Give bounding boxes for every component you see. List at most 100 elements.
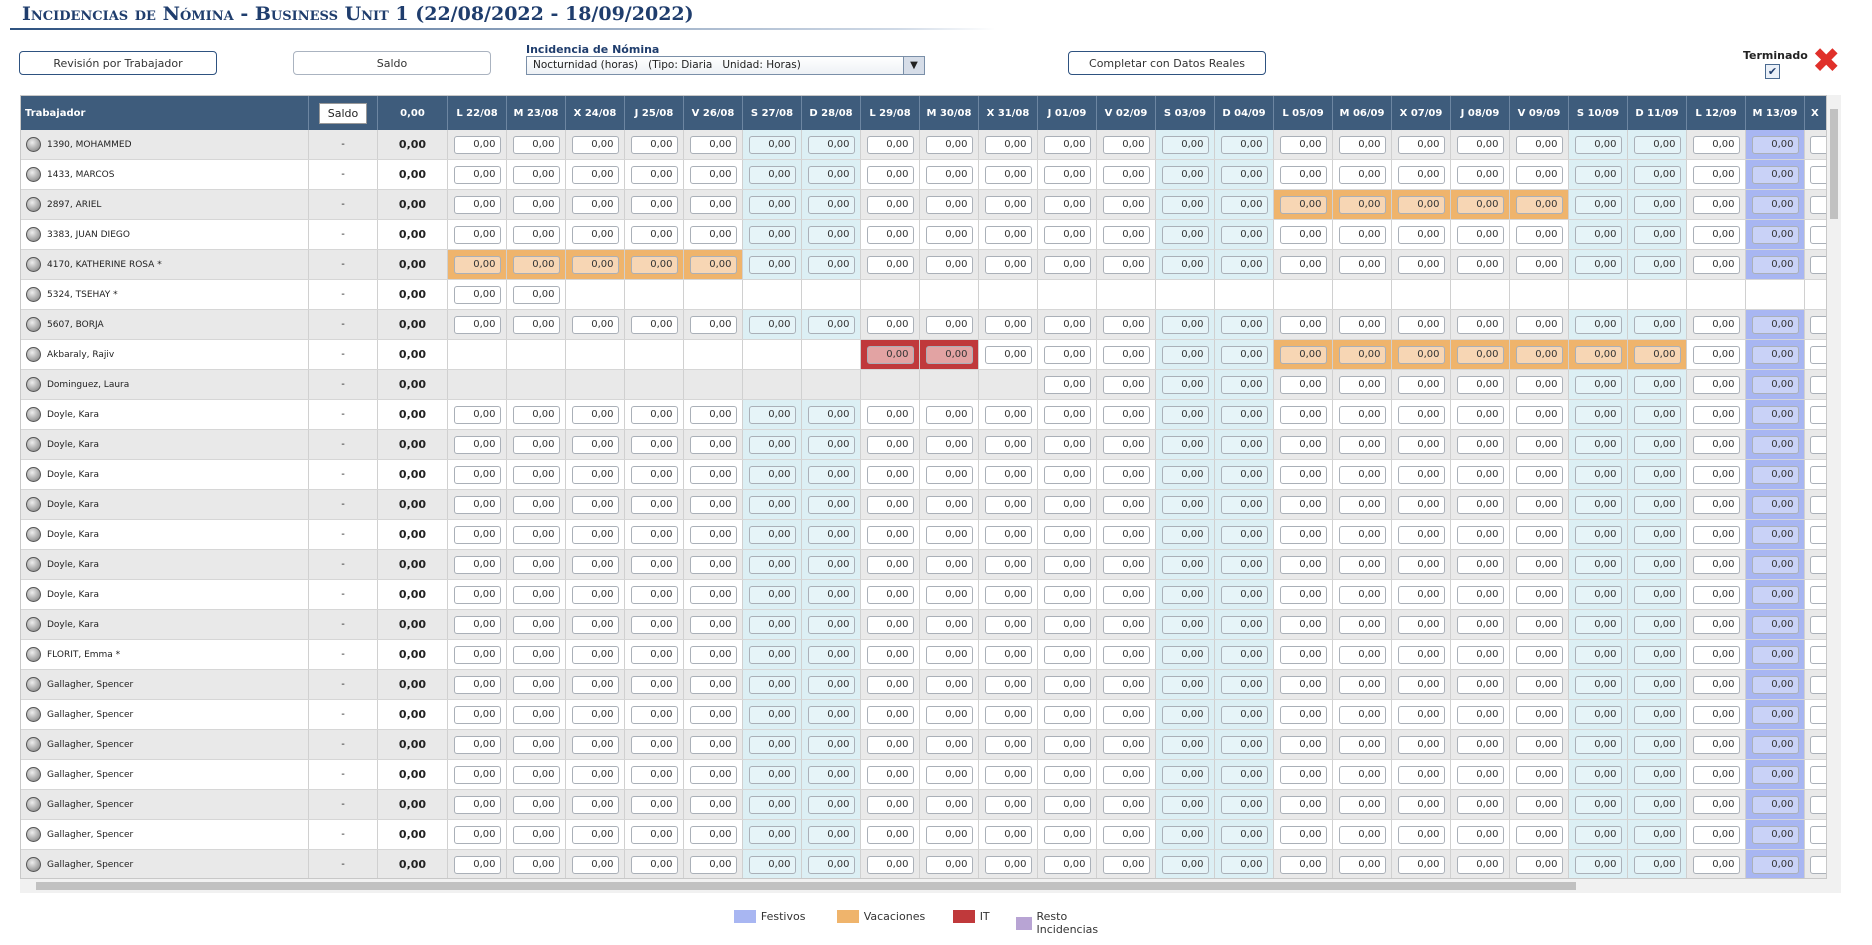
value-input[interactable]: 0,00 <box>925 705 973 724</box>
value-input[interactable]: 0,00 <box>1751 555 1799 574</box>
info-icon[interactable] <box>26 347 41 362</box>
value-input[interactable]: 0,00 <box>571 585 619 604</box>
value-input[interactable]: 0,00 <box>453 195 501 214</box>
value-input[interactable]: 0,00 <box>748 825 796 844</box>
value-input[interactable]: 0,00 <box>1515 855 1563 874</box>
value-input[interactable]: 0,00 <box>1692 585 1740 604</box>
value-input[interactable]: 0,00 <box>1338 495 1386 514</box>
value-input[interactable]: 0,00 <box>1102 465 1150 484</box>
value-input[interactable]: 0,00 <box>807 675 855 694</box>
value-input[interactable]: 0,00 <box>1043 225 1091 244</box>
value-input[interactable]: 0,00 <box>1161 555 1209 574</box>
value-input[interactable]: 0,00 <box>453 615 501 634</box>
value-input[interactable]: 0,00 <box>1633 345 1681 364</box>
value-input[interactable]: 0,00 <box>866 465 914 484</box>
value-input[interactable]: 0,00 <box>748 135 796 154</box>
value-input[interactable]: 0,00 <box>866 765 914 784</box>
value-input[interactable]: 0,00 <box>1633 315 1681 334</box>
value-input[interactable]: 0,00 <box>1102 225 1150 244</box>
value-input[interactable]: 0,00 <box>689 255 737 274</box>
value-input[interactable]: 0,00 <box>807 435 855 454</box>
value-input[interactable]: 0,00 <box>748 555 796 574</box>
value-input[interactable]: 0,00 <box>1515 255 1563 274</box>
value-input[interactable]: 0,00 <box>453 405 501 424</box>
value-input[interactable]: 0,00 <box>1574 675 1622 694</box>
info-icon[interactable] <box>26 737 41 752</box>
value-input[interactable]: 0,00 <box>1574 135 1622 154</box>
value-input[interactable]: 0,00 <box>1456 525 1504 544</box>
value-input[interactable]: 0,00 <box>1456 555 1504 574</box>
value-input[interactable]: 0,00 <box>1279 435 1327 454</box>
value-input[interactable]: 0,00 <box>689 225 737 244</box>
value-input[interactable]: 0,00 <box>1161 525 1209 544</box>
info-icon[interactable] <box>26 497 41 512</box>
value-input[interactable]: 0,00 <box>1751 195 1799 214</box>
value-input[interactable]: 0,00 <box>1633 615 1681 634</box>
value-input[interactable]: 0,00 <box>512 765 560 784</box>
value-input[interactable]: 0,00 <box>1633 375 1681 394</box>
value-input[interactable]: 0,00 <box>512 795 560 814</box>
value-input[interactable]: 0,00 <box>1397 795 1445 814</box>
value-input[interactable]: 0,00 <box>1279 645 1327 664</box>
value-input[interactable]: 0,00 <box>689 705 737 724</box>
value-input[interactable]: 0,00 <box>1574 255 1622 274</box>
value-input[interactable]: 0,00 <box>1397 315 1445 334</box>
value-input[interactable]: 0,00 <box>1220 705 1268 724</box>
value-input[interactable]: 0,00 <box>1456 435 1504 454</box>
value-input[interactable]: 0,00 <box>1692 495 1740 514</box>
value-input[interactable]: 0,00 <box>1456 315 1504 334</box>
value-input[interactable]: 0,00 <box>1574 495 1622 514</box>
value-input[interactable]: 0,00 <box>1397 465 1445 484</box>
value-input[interactable]: 0,00 <box>1102 495 1150 514</box>
value-input[interactable]: 0,00 <box>1456 765 1504 784</box>
value-input[interactable]: 0,00 <box>1338 315 1386 334</box>
value-input[interactable]: 0,00 <box>512 855 560 874</box>
value-input[interactable]: 0,00 <box>1220 795 1268 814</box>
value-input[interactable]: 0,00 <box>1220 135 1268 154</box>
value-input[interactable]: 0,00 <box>1574 555 1622 574</box>
value-input[interactable]: 0,00 <box>1574 825 1622 844</box>
value-input[interactable]: 0,00 <box>866 675 914 694</box>
value-input[interactable]: 0,00 <box>630 495 678 514</box>
info-icon[interactable] <box>26 557 41 572</box>
value-input[interactable]: 0,00 <box>453 465 501 484</box>
value-input[interactable]: 0,00 <box>512 285 560 304</box>
value-input[interactable]: 0,00 <box>1338 855 1386 874</box>
value-input[interactable]: 0,00 <box>689 465 737 484</box>
value-input[interactable]: 0,00 <box>866 435 914 454</box>
value-input[interactable]: 0,00 <box>1397 435 1445 454</box>
value-input[interactable]: 0,00 <box>1161 675 1209 694</box>
value-input[interactable]: 0,00 <box>571 855 619 874</box>
info-icon[interactable] <box>26 707 41 722</box>
value-input[interactable]: 0,00 <box>1515 765 1563 784</box>
value-input[interactable]: 0,00 <box>512 435 560 454</box>
value-input[interactable]: 0,00 <box>866 525 914 544</box>
value-input[interactable]: 0,00 <box>984 255 1032 274</box>
value-input[interactable]: 0,00 <box>630 405 678 424</box>
info-icon[interactable] <box>26 377 41 392</box>
value-input[interactable]: 0,00 <box>1279 795 1327 814</box>
value-input[interactable]: 0,00 <box>1161 405 1209 424</box>
value-input[interactable]: 0,00 <box>1102 585 1150 604</box>
value-input[interactable]: 0,00 <box>1456 795 1504 814</box>
value-input[interactable]: 0,00 <box>1279 405 1327 424</box>
value-input[interactable]: 0,00 <box>1161 375 1209 394</box>
value-input[interactable]: 0,00 <box>689 165 737 184</box>
value-input[interactable]: 0,00 <box>1279 855 1327 874</box>
value-input[interactable]: 0,00 <box>1279 195 1327 214</box>
value-input[interactable]: 0,00 <box>925 555 973 574</box>
value-input[interactable]: 0,00 <box>1633 645 1681 664</box>
value-input[interactable]: 0,00 <box>1161 615 1209 634</box>
value-input[interactable]: 0,00 <box>1574 705 1622 724</box>
value-input[interactable]: 0,00 <box>1043 495 1091 514</box>
value-input[interactable]: 0,00 <box>512 675 560 694</box>
value-input[interactable]: 0,00 <box>1456 345 1504 364</box>
value-input[interactable]: 0,00 <box>1279 315 1327 334</box>
value-input[interactable]: 0,00 <box>1102 255 1150 274</box>
value-input[interactable]: 0,00 <box>571 795 619 814</box>
value-input[interactable]: 0,00 <box>866 615 914 634</box>
value-input[interactable]: 0,00 <box>571 675 619 694</box>
value-input[interactable]: 0,00 <box>512 645 560 664</box>
value-input[interactable] <box>1810 585 1826 604</box>
value-input[interactable]: 0,00 <box>453 525 501 544</box>
